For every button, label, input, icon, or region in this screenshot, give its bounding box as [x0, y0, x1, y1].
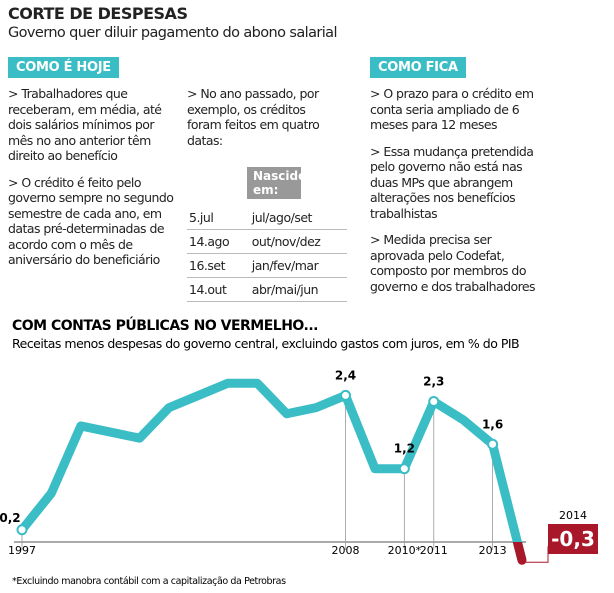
subtitle: Governo quer diluir pagamento do abono s… [8, 25, 337, 41]
bullet: > O prazo para o crédito em conta seria … [370, 86, 534, 132]
point [487, 438, 499, 450]
table-row: 5.jul jul/ago/set [187, 206, 347, 230]
section-tag: COMO FICA [370, 57, 466, 78]
value-label: 2,4 [335, 368, 356, 382]
point [398, 463, 410, 475]
bullet: > Medida precisa ser aprovada pelo Codef… [370, 232, 536, 294]
connector [521, 546, 549, 563]
note: > No ano passado, por exemplo, os crédit… [187, 86, 320, 148]
table-cell: 5.jul [187, 206, 244, 230]
bullet: > Essa mudança pretendida pelo governo n… [370, 143, 534, 221]
section-tag: COMO É HOJE [8, 57, 119, 78]
table-cell: 16.set [187, 253, 244, 278]
table-cell: abr/mai/jun [243, 277, 347, 302]
value-label: 0,2 [0, 511, 21, 525]
table-header-cell: Nascidos em: [247, 167, 314, 199]
table: 5.jul jul/ago/set 14.ago out/nov/dez 16.set j… [187, 206, 347, 302]
table-cell: jul/ago/set [243, 206, 347, 230]
point [16, 524, 28, 536]
table-cell: 14.out [187, 277, 244, 302]
point [340, 389, 352, 401]
point [428, 396, 440, 408]
x-tick-label: 2008 [332, 544, 360, 557]
chart-subtitle: Receitas menos despesas do governo centr… [12, 336, 519, 351]
value-label: 2,3 [423, 375, 444, 389]
table-header: Nascidos em: [247, 167, 314, 199]
x-tick-label: 2013 [479, 544, 507, 557]
x-tick-label: 2010* [388, 544, 422, 557]
x-tick-label: 2011 [420, 544, 448, 557]
table-row: 16.set jan/fev/mar [187, 253, 347, 278]
table-cell: jan/fev/mar [243, 253, 347, 278]
note-column: > No ano passado, por exemplo, os crédit… [187, 86, 337, 159]
chart-title: COM CONTAS PÚBLICAS NO VERMELHO... [12, 316, 318, 334]
value-label: -0,3 [551, 527, 595, 551]
bullet: > O crédito é feito pelo governo sempre … [8, 174, 174, 268]
value-box [548, 524, 598, 554]
footnote: *Excluindo manobra contábil com a capita… [12, 576, 286, 587]
value-label: 1,6 [482, 417, 503, 431]
line [18, 378, 527, 562]
table-cell: 14.ago [187, 229, 244, 254]
today-column: > Trabalhadores que receberam, em média,… [8, 86, 176, 279]
table-row: 14.out abr/mai/jun [187, 277, 347, 302]
table-cell: out/nov/dez [243, 229, 347, 254]
x-tick-label: 1997 [8, 544, 36, 557]
bullet: > Trabalhadores que receberam, em média,… [8, 86, 162, 163]
future-column: > O prazo para o crédito em conta seria … [370, 86, 538, 305]
table-row: 14.ago out/nov/dez [187, 229, 347, 254]
title: CORTE DE DESPESAS [8, 4, 188, 23]
table-body: 5.jul jul/ago/set 14.ago out/nov/dez 16.set j… [187, 206, 347, 302]
x-tick-label: 2014 [559, 509, 587, 522]
value-label: 1,2 [394, 442, 415, 456]
